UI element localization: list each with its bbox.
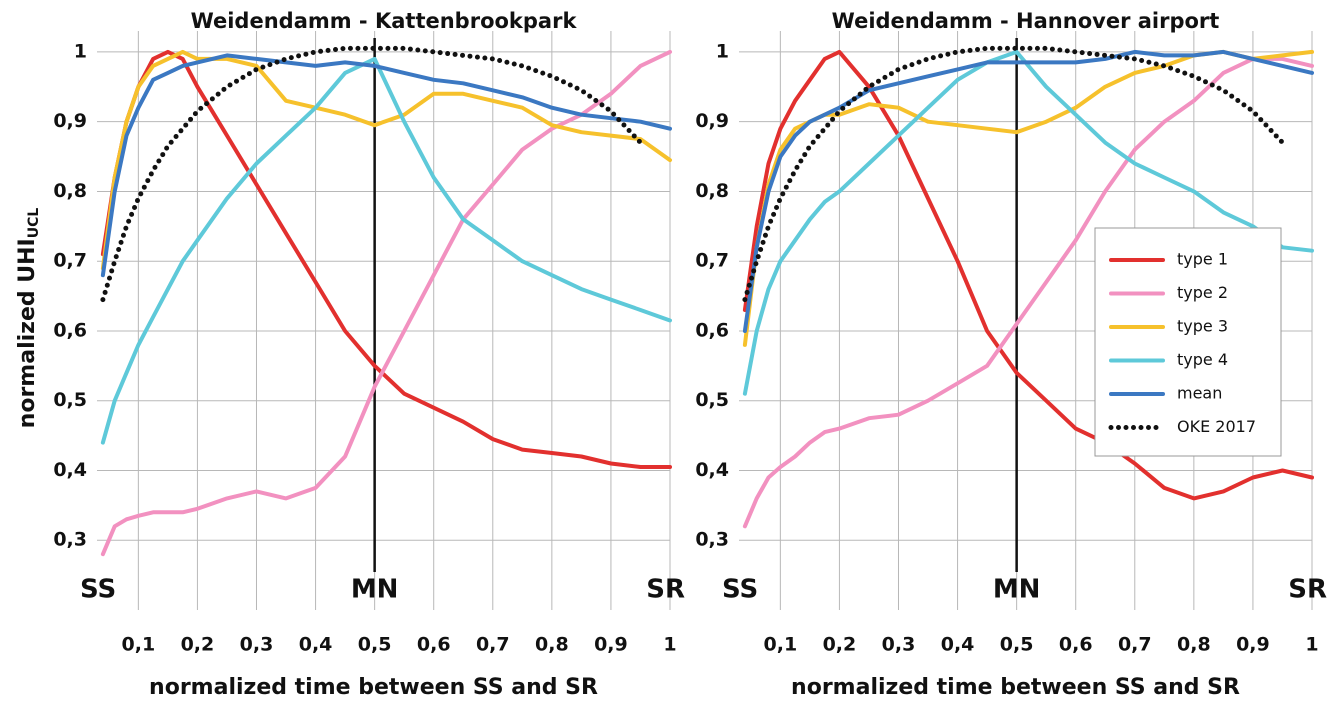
x-tick-label: 0,5 — [1000, 634, 1034, 656]
y-tick-label: 0,6 — [695, 319, 729, 341]
y-tick-label: 0,3 — [695, 529, 729, 551]
x-tick-label: 0,1 — [122, 634, 156, 656]
x-axis-label: normalized time between SS and SR — [149, 675, 598, 700]
legend-label: mean — [1177, 384, 1222, 403]
panel: 0,3 0,4 0,5 0,6 0,7 0,8 0,9 1 0,1 0,2 0,3 0,4 0,5 0,6… — [695, 9, 1327, 700]
series-line — [100, 49, 672, 469]
x-tick-label: 0,9 — [594, 634, 628, 656]
annotation: SR — [646, 575, 685, 605]
x-tick-label: 0,8 — [1177, 634, 1211, 656]
x-tick-label: 0,9 — [1236, 634, 1270, 656]
y-tick-label: 0,4 — [695, 459, 729, 481]
annotation: SS — [80, 575, 116, 605]
annotation: MN — [351, 575, 399, 605]
y-axis-label: normalized UHIUCL — [15, 208, 42, 429]
series-line — [100, 53, 672, 278]
x-tick-label: 0,3 — [882, 634, 916, 656]
y-axis-label-main: normalized UHI — [15, 238, 40, 428]
x-tick-label: 0,2 — [181, 634, 215, 656]
legend-label: type 3 — [1177, 317, 1228, 336]
series-line — [742, 56, 1314, 529]
y-tick-label: 0,5 — [695, 389, 729, 411]
x-tick-label: 0,1 — [764, 634, 798, 656]
x-tick-label: 0,7 — [1118, 634, 1152, 656]
legend-box — [1094, 227, 1282, 457]
x-tick-label: 0,2 — [823, 634, 857, 656]
y-tick-label: 0,7 — [53, 250, 87, 272]
series-line — [100, 45, 643, 303]
y-tick-label: 0,8 — [695, 180, 729, 202]
y-tick-label: 0,9 — [695, 110, 729, 132]
x-tick-label: 0,7 — [476, 634, 510, 656]
chart-title: Weidendamm - Kattenbrookpark — [191, 9, 578, 33]
series-line — [100, 56, 672, 445]
annotation: SR — [1288, 575, 1327, 605]
series-line — [742, 49, 1314, 333]
y-tick-label: 1 — [716, 40, 729, 62]
series-line — [742, 49, 1314, 501]
x-tick-label: 0,4 — [941, 634, 975, 656]
legend-label: type 2 — [1177, 283, 1228, 302]
annotation: MN — [993, 575, 1041, 605]
y-axis-label-sub: UCL — [26, 208, 42, 239]
y-tick-label: 1 — [74, 40, 87, 62]
series-line — [100, 49, 672, 271]
x-tick-label: 0,6 — [1059, 634, 1093, 656]
x-tick-label: 0,6 — [417, 634, 451, 656]
y-tick-label: 0,3 — [53, 529, 87, 551]
x-tick-label: 0,4 — [299, 634, 333, 656]
legend-label: OKE 2017 — [1177, 417, 1256, 436]
x-tick-label: 0,8 — [535, 634, 569, 656]
annotation: SS — [722, 575, 758, 605]
legend-label: type 4 — [1177, 350, 1228, 369]
x-axis-label: normalized time between SS and SR — [791, 675, 1240, 700]
legend-label: type 1 — [1177, 250, 1228, 269]
y-tick-label: 0,9 — [53, 110, 87, 132]
y-tick-label: 0,6 — [53, 319, 87, 341]
y-tick-label: 0,7 — [695, 250, 729, 272]
x-tick-label: 0,5 — [358, 634, 392, 656]
series-line — [742, 45, 1285, 303]
y-tick-label: 0,4 — [53, 459, 87, 481]
series-line — [100, 49, 672, 557]
x-tick-label: 1 — [1305, 634, 1318, 656]
y-tick-label: 0,8 — [53, 180, 87, 202]
x-tick-label: 0,3 — [240, 634, 274, 656]
panel: 0,3 0,4 0,5 0,6 0,7 0,8 0,9 1 0,1 0,2 0,3 0,4 0,5 0,6… — [53, 9, 685, 700]
y-tick-label: 0,5 — [53, 389, 87, 411]
x-tick-label: 1 — [663, 634, 676, 656]
chart-title: Weidendamm - Hannover airport — [832, 9, 1220, 33]
series-line — [742, 49, 1314, 396]
